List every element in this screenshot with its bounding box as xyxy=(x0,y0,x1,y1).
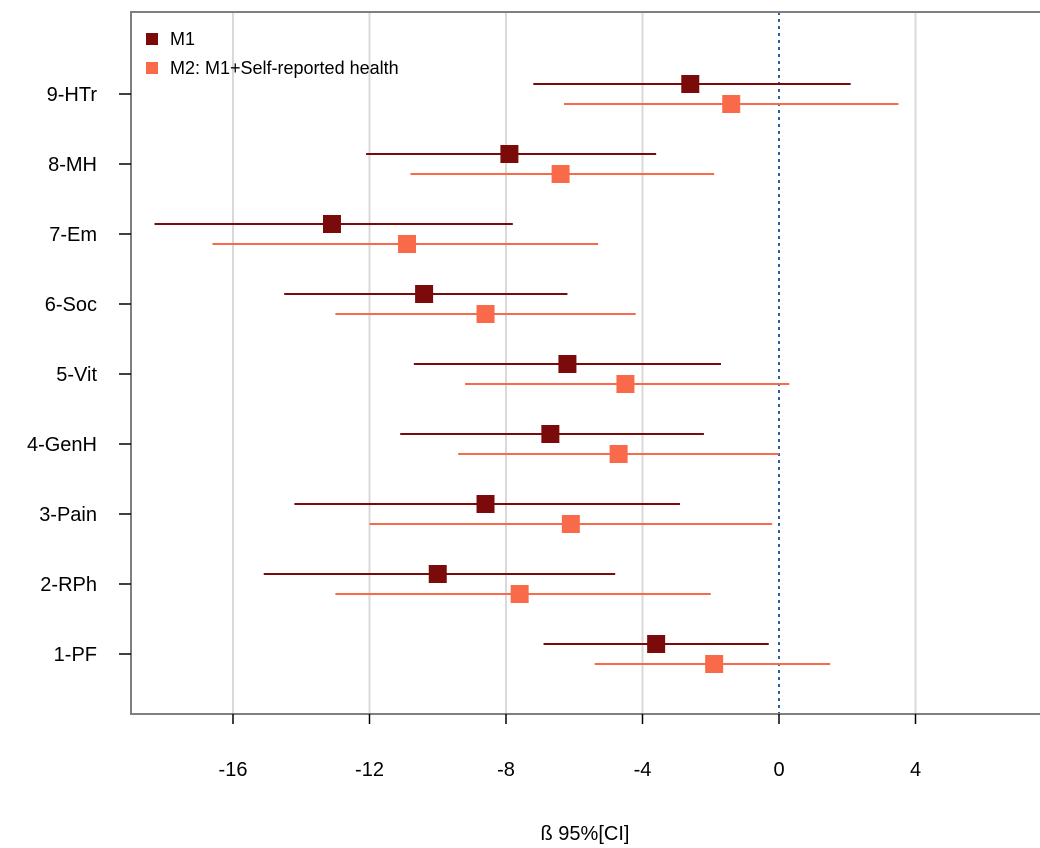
estimate-marker xyxy=(616,375,635,393)
y-tick-label: 5-Vit xyxy=(56,364,97,386)
y-tick-label: 3-Pain xyxy=(39,504,97,526)
estimate-marker xyxy=(722,95,741,113)
y-tick-label: 9-HTr xyxy=(47,84,98,106)
estimate-marker xyxy=(558,355,577,373)
estimate-marker xyxy=(322,215,341,233)
x-tick-label: -12 xyxy=(355,759,384,781)
series-group xyxy=(154,75,899,673)
estimate-marker xyxy=(609,445,628,463)
estimate-marker xyxy=(476,305,495,323)
y-tick-label: 7-Em xyxy=(49,224,97,246)
estimate-marker xyxy=(415,285,434,303)
y-axis: 9-HTr 8-MH 7-Em 6-Soc 5-Vit 4-GenH 3-Pain 2-RPh… xyxy=(27,84,131,666)
x-tick-label: 0 xyxy=(773,759,784,781)
estimate-marker xyxy=(705,655,724,673)
x-tick-label: -4 xyxy=(634,759,652,781)
plot-frame xyxy=(130,11,1040,715)
estimate-marker xyxy=(510,585,529,603)
y-tick-label: 4-GenH xyxy=(27,434,97,456)
x-tick-label: -16 xyxy=(219,759,248,781)
estimate-marker xyxy=(500,145,519,163)
estimate-marker xyxy=(647,635,666,653)
legend: M1 M2: M1+Self-reported health xyxy=(146,29,399,78)
y-tick-label: 1-PF xyxy=(54,644,97,666)
x-tick-label: 4 xyxy=(910,759,921,781)
estimate-marker xyxy=(561,515,580,533)
estimate-marker xyxy=(476,495,495,513)
legend-label: M2: M1+Self-reported health xyxy=(170,58,399,78)
y-tick-label: 6-Soc xyxy=(45,294,97,316)
legend-swatch xyxy=(146,62,158,74)
x-axis-title: ß 95%[CI] xyxy=(541,823,630,845)
estimate-marker xyxy=(541,425,560,443)
x-axis: -16 -12 -8 -4 0 4 xyxy=(219,714,921,781)
series-2 xyxy=(212,95,899,673)
legend-swatch xyxy=(146,33,158,45)
x-tick-label: -8 xyxy=(497,759,515,781)
estimate-marker xyxy=(551,165,570,183)
y-tick-label: 2-RPh xyxy=(40,574,97,596)
estimate-marker xyxy=(428,565,447,583)
y-tick-label: 8-MH xyxy=(48,154,97,176)
legend-label: M1 xyxy=(170,29,195,49)
estimate-marker xyxy=(398,235,417,253)
series-1 xyxy=(154,75,851,653)
estimate-marker xyxy=(681,75,700,93)
